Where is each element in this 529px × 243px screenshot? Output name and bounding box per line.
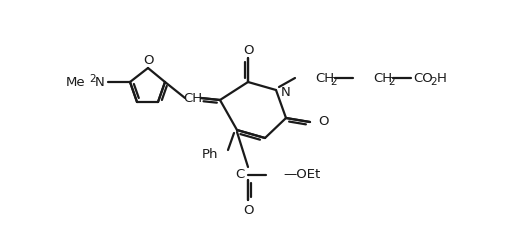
Text: 2: 2 xyxy=(430,77,436,87)
Text: —OEt: —OEt xyxy=(283,168,320,182)
Text: 2: 2 xyxy=(330,77,336,87)
Text: CO: CO xyxy=(413,71,433,85)
Text: O: O xyxy=(243,44,253,58)
Text: CH: CH xyxy=(315,71,334,85)
Text: O: O xyxy=(143,54,153,68)
Text: CH: CH xyxy=(184,92,203,104)
Text: N: N xyxy=(281,86,291,98)
Text: 2: 2 xyxy=(388,77,395,87)
Text: O: O xyxy=(318,115,329,129)
Text: O: O xyxy=(243,203,253,217)
Text: CH: CH xyxy=(373,71,392,85)
Text: Me: Me xyxy=(66,76,85,88)
Text: Ph: Ph xyxy=(202,148,218,160)
Text: C: C xyxy=(235,168,244,182)
Text: 2: 2 xyxy=(89,74,96,84)
Text: H: H xyxy=(437,71,447,85)
Text: N: N xyxy=(95,76,105,88)
